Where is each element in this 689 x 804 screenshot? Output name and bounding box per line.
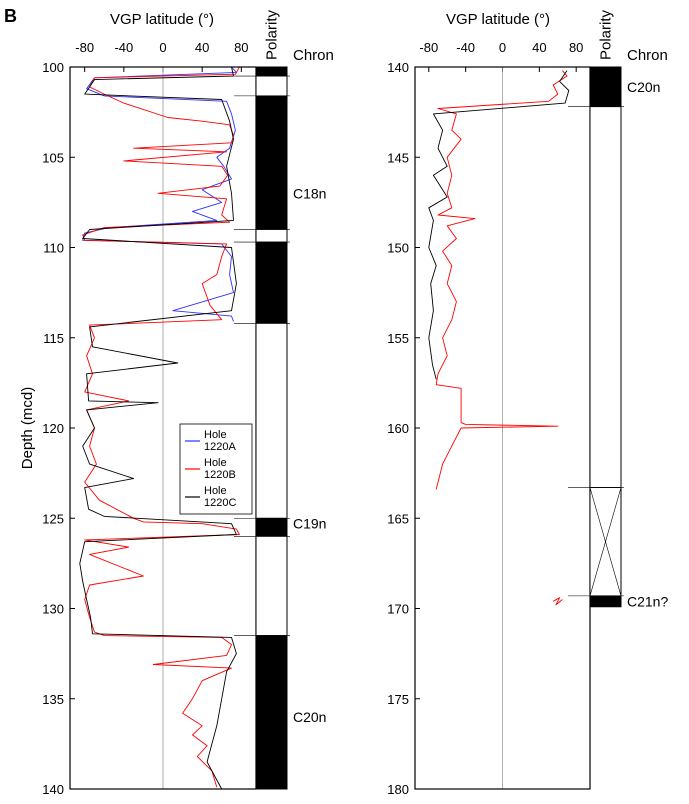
chron-label: C21n? bbox=[627, 593, 668, 609]
y-tick-label: 140 bbox=[42, 782, 64, 797]
y-tick-label: 135 bbox=[42, 692, 64, 707]
polarity-segment-normal bbox=[255, 517, 288, 537]
x-tick-label: 40 bbox=[195, 40, 209, 55]
series-line-hole-1220b bbox=[82, 66, 240, 788]
series-line-hole-1220b bbox=[552, 597, 563, 606]
polarity-header: Polarity bbox=[264, 9, 281, 60]
polarity-segment-normal bbox=[255, 241, 288, 324]
chron-header: Chron bbox=[627, 47, 668, 64]
x-tick-label: 40 bbox=[532, 40, 546, 55]
y-tick-label: 100 bbox=[42, 60, 64, 75]
x-tick-label: -80 bbox=[419, 40, 438, 55]
y-tick-label: 130 bbox=[42, 602, 64, 617]
x-tick-label: -80 bbox=[75, 40, 94, 55]
x-tick-label: -40 bbox=[456, 40, 475, 55]
y-tick-label: 125 bbox=[42, 511, 64, 526]
polarity-frame bbox=[255, 66, 288, 790]
chron-label: C19n bbox=[293, 516, 326, 532]
y-tick-label: 160 bbox=[387, 421, 409, 436]
x-tick-label: 0 bbox=[159, 40, 166, 55]
x-tick-label: 0 bbox=[499, 40, 506, 55]
polarity-header: Polarity bbox=[598, 9, 615, 60]
y-tick-label: 170 bbox=[387, 602, 409, 617]
polarity-segment-normal bbox=[589, 66, 622, 108]
y-tick-label: 175 bbox=[387, 692, 409, 707]
x-tick-label: 80 bbox=[569, 40, 583, 55]
chron-label: C20n bbox=[627, 79, 660, 95]
polarity-segment-reversed bbox=[589, 106, 622, 488]
polarity-segment-normal bbox=[255, 95, 288, 230]
panel-right: VGP latitude (°) -80 -40 0 40 80 140 145 150 155 1… bbox=[387, 9, 668, 797]
y-tick-label: 120 bbox=[42, 421, 64, 436]
chron-label: C18n bbox=[293, 185, 326, 201]
polarity-segment-normal bbox=[255, 635, 288, 790]
polarity-segment-reversed bbox=[255, 75, 288, 97]
polarity-segment-normal bbox=[589, 595, 622, 608]
y-tick-label: 155 bbox=[387, 331, 409, 346]
y-tick-label: 105 bbox=[42, 150, 64, 165]
uncertain-cross bbox=[589, 487, 622, 596]
polarity-segment-normal bbox=[255, 66, 288, 77]
polarity-segment-reversed bbox=[255, 229, 288, 243]
panel-label: B bbox=[4, 6, 17, 26]
y-axis-label: Depth (mcd) bbox=[19, 387, 36, 470]
y-tick-label: 115 bbox=[43, 331, 64, 346]
legend-entry: Hole 1220A bbox=[204, 429, 236, 453]
legend-entry: Hole 1220C bbox=[204, 485, 236, 509]
x-axis-label: VGP latitude (°) bbox=[110, 11, 214, 28]
x-axis-label: VGP latitude (°) bbox=[446, 11, 550, 28]
series-line-hole-1220b bbox=[435, 70, 568, 490]
legend-entry: Hole 1220B bbox=[204, 457, 236, 481]
x-tick-label: -40 bbox=[114, 40, 133, 55]
y-tick-label: 165 bbox=[387, 511, 409, 526]
series-line-hole-1220c bbox=[79, 66, 237, 790]
chron-label: C20n bbox=[293, 709, 326, 725]
series-line-hole-1220a bbox=[82, 66, 237, 322]
panel-left: VGP latitude (°) -80 -40 0 40 80 100 105 110 115 1… bbox=[19, 9, 334, 797]
y-tick-label: 180 bbox=[387, 782, 409, 797]
series-line-hole-1220c bbox=[428, 70, 570, 380]
y-tick-label: 145 bbox=[387, 150, 409, 165]
chron-header: Chron bbox=[293, 47, 334, 64]
y-tick-label: 110 bbox=[43, 241, 64, 256]
y-tick-label: 140 bbox=[387, 60, 409, 75]
polarity-segment-reversed bbox=[255, 535, 288, 636]
polarity-segment-reversed bbox=[255, 322, 288, 519]
y-tick-label: 150 bbox=[387, 241, 409, 256]
x-tick-label: 80 bbox=[234, 40, 248, 55]
polarity-frame bbox=[589, 66, 622, 608]
